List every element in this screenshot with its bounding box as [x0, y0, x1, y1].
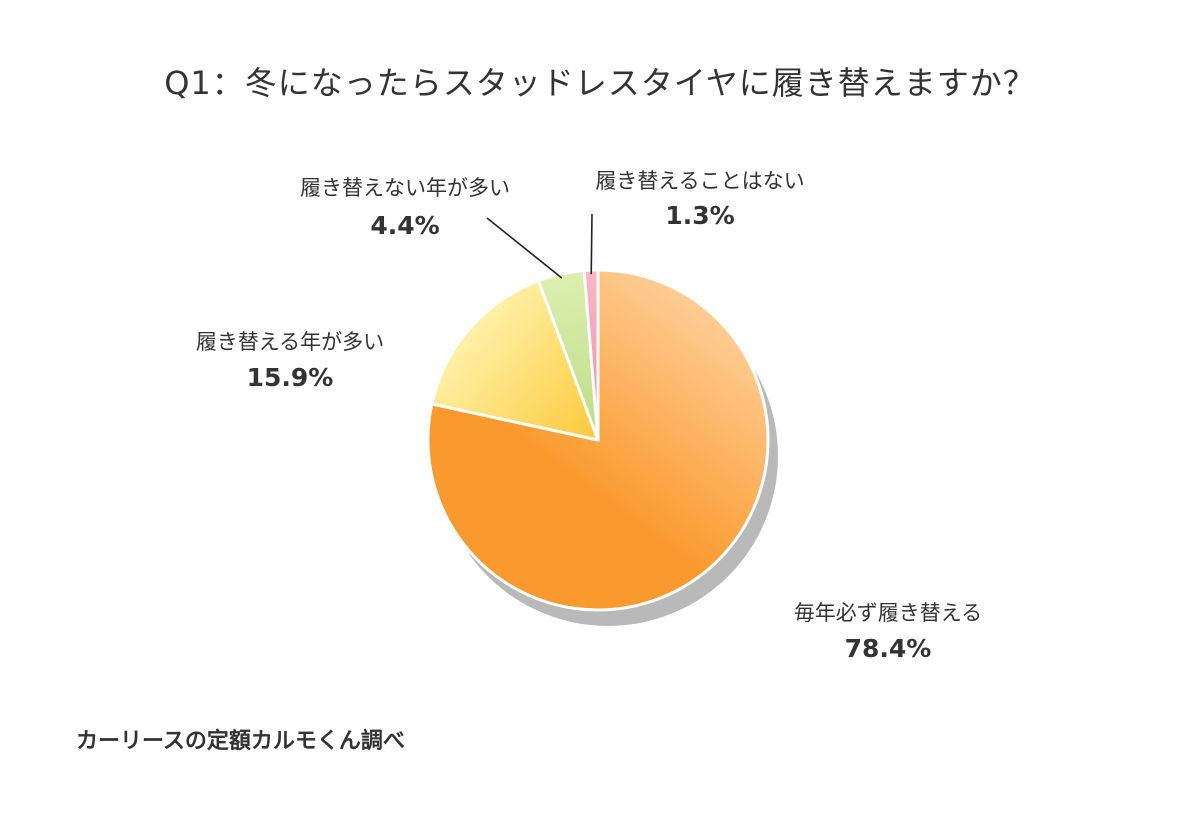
- slice-label-2: 履き替えない年が多い 4.4%: [300, 176, 510, 240]
- leader-lines: [486, 213, 593, 279]
- slice-label-0: 毎年必ず履き替える 78.4%: [794, 601, 982, 663]
- slice-label-value: 1.3%: [665, 201, 734, 230]
- leader-line-2: [486, 217, 563, 279]
- pie-slices: [426, 268, 770, 612]
- slice-label-3: 履き替えることはない 1.3%: [595, 169, 804, 230]
- pie-slice-1: [430, 279, 600, 442]
- slice-label-value: 15.9%: [247, 363, 334, 392]
- source-note: カーリースの定額カルモくん調べ: [76, 729, 405, 754]
- leader-line-3: [590, 213, 593, 275]
- slice-label-name: 履き替える年が多い: [196, 330, 384, 354]
- slice-label-name: 履き替えない年が多い: [300, 176, 510, 200]
- slice-label-name: 履き替えることはない: [595, 169, 804, 193]
- slice-label-1: 履き替える年が多い 15.9%: [196, 330, 384, 392]
- slice-label-name: 毎年必ず履き替える: [794, 601, 982, 625]
- chart-title: Q1：冬になったらスタッドレスタイヤに履き替えますか？: [164, 64, 1036, 102]
- slice-label-value: 78.4%: [845, 634, 932, 663]
- slice-label-value: 4.4%: [370, 211, 439, 240]
